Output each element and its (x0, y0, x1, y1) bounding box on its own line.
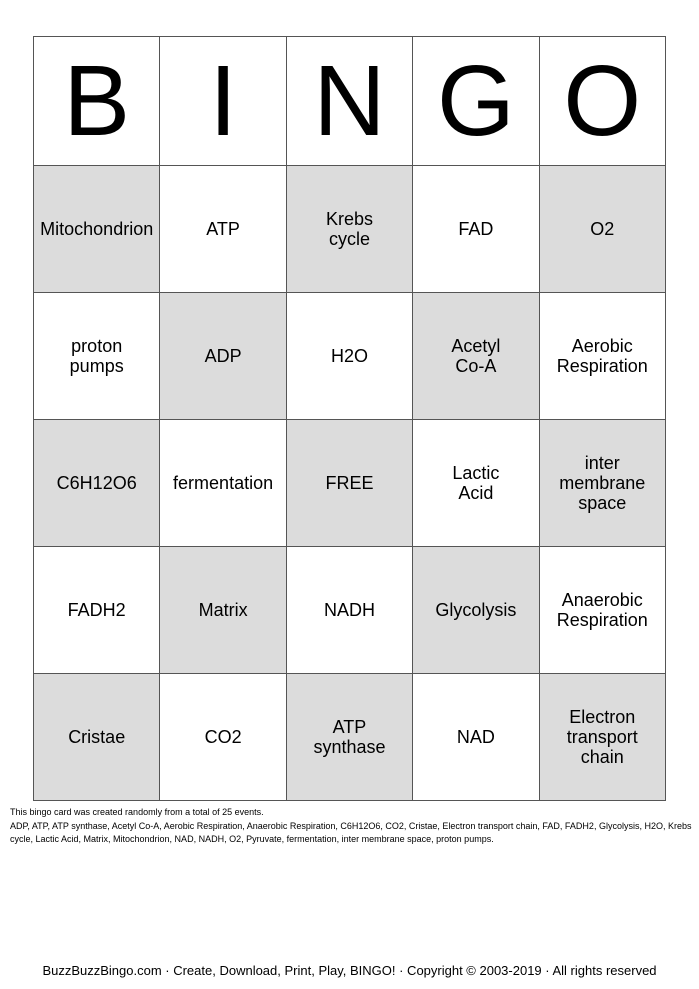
footer-copyright: BuzzBuzzBingo.com · Create, Download, Pr… (42, 963, 657, 978)
bingo-cell: inter membrane space (538, 419, 667, 547)
card-info-events-list: ADP, ATP, ATP synthase, Acetyl Co-A, Aer… (10, 820, 692, 845)
header-letter-n: N (285, 36, 414, 166)
bingo-cell: Lactic Acid (412, 419, 540, 547)
bingo-cell: Cristae (32, 673, 161, 801)
bingo-cell: fermentation (159, 419, 287, 547)
bingo-cell: Matrix (159, 546, 287, 674)
card-info-summary: This bingo card was created randomly fro… (10, 807, 264, 817)
bingo-cell: ATP synthase (285, 673, 414, 801)
bingo-cell: FAD (412, 165, 540, 293)
bingo-cell: Mitochondrion (32, 165, 161, 293)
bingo-row: Cristae CO2 ATP synthase NAD Electron transp… (32, 673, 667, 801)
header-letter-g: G (412, 36, 540, 166)
bingo-cell: Glycolysis (412, 546, 540, 674)
bingo-card: B I N G O Mitochondrion ATP Krebs cycle FAD… (32, 36, 667, 801)
bingo-cell: Krebs cycle (285, 165, 414, 293)
bingo-cell: CO2 (159, 673, 287, 801)
bingo-row: proton pumps ADP H2O Acetyl Co-A Aerobic Res… (32, 292, 667, 420)
bingo-cell: H2O (285, 292, 414, 420)
bingo-cell: proton pumps (32, 292, 161, 420)
card-info: This bingo card was created randomly fro… (10, 806, 695, 847)
bingo-cell: Aerobic Respiration (538, 292, 667, 420)
bingo-cell: Electron transport chain (538, 673, 667, 801)
bingo-cell: ATP (159, 165, 287, 293)
bingo-cell: FREE (285, 419, 414, 547)
bingo-row: C6H12O6 fermentation FREE Lactic Acid inter … (32, 419, 667, 547)
bingo-cell: Acetyl Co-A (412, 292, 540, 420)
header-letter-i: I (159, 36, 287, 166)
bingo-cell: O2 (538, 165, 667, 293)
bingo-cell: Anaerobic Respiration (538, 546, 667, 674)
header-letter-o: O (538, 36, 667, 166)
bingo-cell: FADH2 (32, 546, 161, 674)
bingo-row: FADH2 Matrix NADH Glycolysis Anaerobic Respi… (32, 546, 667, 674)
bingo-row: Mitochondrion ATP Krebs cycle FAD O2 (32, 165, 667, 293)
bingo-cell: NADH (285, 546, 414, 674)
bingo-header-row: B I N G O (32, 36, 667, 166)
bingo-cell: C6H12O6 (32, 419, 161, 547)
bingo-cell: ADP (159, 292, 287, 420)
bingo-cell: NAD (412, 673, 540, 801)
header-letter-b: B (32, 36, 161, 166)
